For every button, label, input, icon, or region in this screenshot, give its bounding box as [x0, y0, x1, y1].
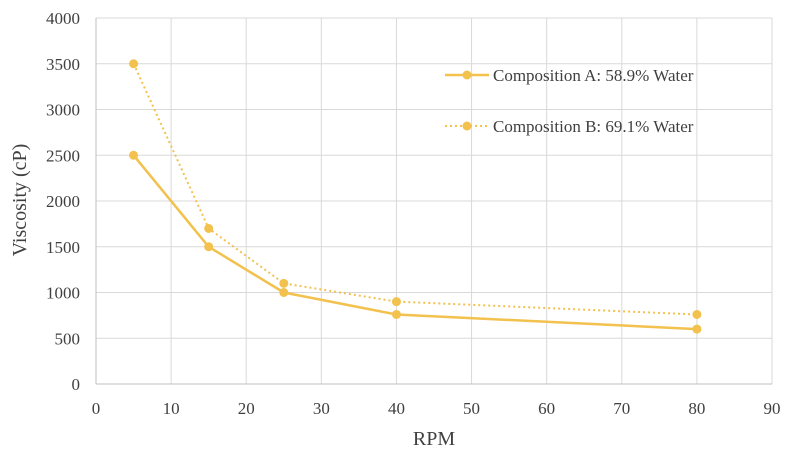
data-point	[692, 324, 702, 334]
x-tick-label: 50	[463, 399, 480, 418]
x-tick-label: 30	[313, 399, 330, 418]
data-point	[279, 278, 289, 288]
legend: Composition A: 58.9% Water Composition B…	[445, 66, 694, 136]
data-point	[129, 59, 139, 69]
data-point	[391, 309, 401, 319]
x-tick-label: 20	[238, 399, 255, 418]
data-point	[279, 288, 289, 297]
x-tick-label: 60	[538, 399, 555, 418]
data-point	[204, 242, 214, 252]
series-composition-b	[129, 59, 702, 319]
x-tick-label: 0	[92, 399, 101, 418]
x-tick-label: 40	[388, 399, 405, 418]
y-tick-label: 3000	[46, 101, 80, 120]
series-line	[132, 63, 697, 316]
x-axis-title: RPM	[413, 428, 455, 450]
y-tick-label: 4000	[46, 9, 80, 28]
y-tick-label: 3500	[46, 55, 80, 74]
legend-item-composition-b: Composition B: 69.1% Water	[445, 117, 694, 136]
x-tick-label: 10	[163, 399, 180, 418]
legend-item-composition-a: Composition A: 58.9% Water	[445, 66, 694, 85]
y-tick-label: 2500	[46, 146, 80, 165]
series-composition-a	[129, 150, 702, 334]
x-tick-label: 90	[764, 399, 781, 418]
tick-labels: 0 500 1000 1500 2000 2500 3000 3500 4000 0 10 20 30 4…	[46, 9, 781, 418]
x-tick-label: 80	[688, 399, 705, 418]
y-tick-label: 500	[55, 329, 81, 348]
x-tick-label: 70	[613, 399, 630, 418]
data-point	[129, 150, 139, 160]
legend-label-b: Composition B: 69.1% Water	[493, 117, 694, 136]
y-tick-label: 1000	[46, 284, 80, 303]
y-tick-label: 0	[72, 375, 81, 394]
data-point	[692, 309, 702, 319]
data-point	[391, 297, 401, 307]
axes	[95, 18, 772, 385]
y-axis-title: Viscosity (cP)	[9, 144, 31, 257]
data-point	[204, 223, 214, 233]
legend-marker-b	[462, 121, 472, 131]
legend-marker-a	[462, 70, 472, 80]
legend-label-a: Composition A: 58.9% Water	[493, 66, 694, 85]
y-tick-label: 1500	[46, 238, 80, 257]
data-series	[129, 59, 702, 334]
y-tick-label: 2000	[46, 192, 80, 211]
